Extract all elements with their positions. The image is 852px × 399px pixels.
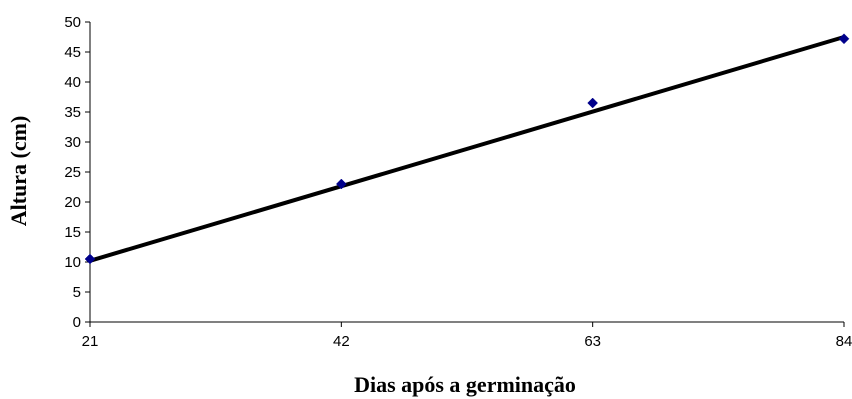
y-tick-label: 50	[64, 14, 81, 31]
y-tick-label: 30	[64, 134, 81, 151]
x-tick-label: 63	[584, 333, 601, 350]
x-axis-title: Dias após a germinação	[354, 372, 576, 397]
data-point-marker	[587, 97, 599, 109]
y-tick-label: 20	[64, 194, 81, 211]
y-tick-label: 45	[64, 44, 81, 61]
data-points	[84, 33, 850, 265]
trendline	[89, 35, 845, 263]
y-tick-label: 15	[64, 224, 81, 241]
y-tick-label: 0	[73, 314, 81, 331]
x-tick-label: 84	[836, 333, 852, 350]
plot-area: 0 5 10 15 20 25 30 35 40 45 50 21 42 63 84	[64, 14, 852, 350]
x-tick-label: 42	[333, 333, 350, 350]
data-point-marker	[335, 178, 347, 190]
y-tick-label: 10	[64, 254, 81, 271]
y-tick-label: 35	[64, 104, 81, 121]
y-axis-ticks: 0 5 10 15 20 25 30 35 40 45 50	[64, 14, 90, 331]
x-axis-ticks: 21 42 63 84	[82, 322, 852, 350]
y-tick-label: 5	[73, 284, 81, 301]
y-tick-label: 40	[64, 74, 81, 91]
data-point-marker	[838, 33, 850, 45]
data-point-marker	[84, 253, 96, 265]
y-axis-title: Altura (cm)	[6, 116, 31, 227]
y-tick-label: 25	[64, 164, 81, 181]
x-tick-label: 21	[82, 333, 99, 350]
